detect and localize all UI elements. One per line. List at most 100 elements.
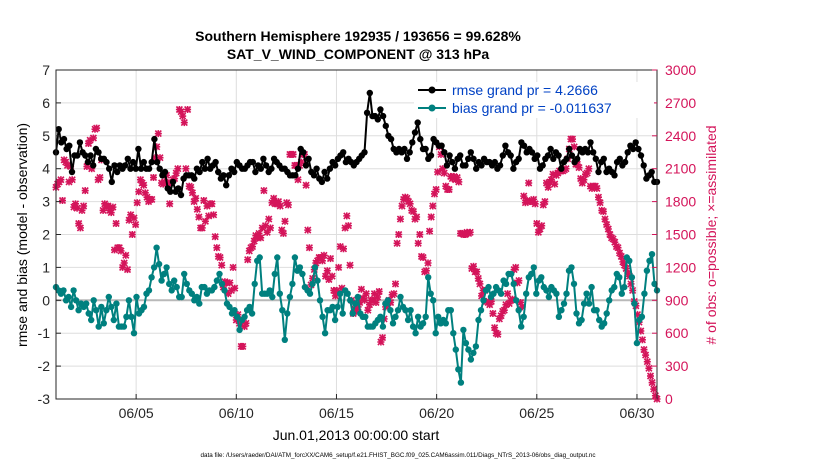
bias-point-102 (309, 280, 316, 288)
bias-point-18 (98, 303, 105, 311)
obs-marker-192 (364, 306, 372, 314)
obs-marker-228 (422, 267, 430, 275)
obs-marker-54 (140, 181, 148, 189)
rmse-point-41 (161, 168, 169, 176)
bias-point-69 (226, 303, 233, 311)
bias-point-37 (145, 287, 153, 294)
obs-marker-269 (489, 309, 497, 318)
bias-point-31 (130, 330, 138, 337)
obs-marker-7 (63, 161, 71, 169)
bias-point-152 (435, 313, 442, 320)
legend: rmse grand pr = 4.2666 bias grand pr = -… (414, 82, 654, 118)
rmse-point-206 (600, 155, 607, 162)
bias-point-32 (133, 293, 140, 301)
obs-marker-177 (339, 245, 348, 253)
obs-marker-109 (229, 263, 237, 271)
rmse-point-196 (574, 155, 581, 162)
obs-marker-307 (551, 180, 559, 188)
left-tick-label-8: 5 (42, 128, 50, 144)
rmse-point-97 (310, 172, 318, 179)
rmse-point-67 (231, 168, 238, 176)
rmse-point-57 (204, 155, 211, 162)
bias-point-205 (568, 264, 575, 271)
rmse-point-91 (294, 165, 302, 172)
rmse-point-64 (223, 182, 230, 189)
rmse-point-37 (151, 135, 158, 143)
obs-marker-363 (642, 351, 650, 359)
right-tick-label-10: 3000 (665, 62, 696, 78)
obs-marker-4 (58, 196, 67, 205)
x-tick-label-1: 06/10 (219, 405, 254, 421)
bias-line (55, 246, 658, 384)
left-tick-label-10: 7 (42, 62, 50, 78)
bias-point-149 (427, 290, 434, 297)
obs-marker-102 (218, 261, 226, 269)
obs-marker-334 (594, 193, 603, 201)
obs-marker-303 (544, 183, 552, 191)
rmse-point-204 (595, 168, 602, 176)
x-tick-label-5: 06/30 (619, 405, 654, 421)
obs-marker-223 (414, 239, 422, 247)
bias-point-103 (311, 264, 319, 271)
obs-marker-170 (328, 272, 336, 280)
rmse-point-28 (127, 165, 134, 172)
bias-point-146 (419, 320, 427, 327)
bias-point-135 (392, 313, 399, 320)
rmse-point-145 (438, 142, 445, 149)
right-tick-label-5: 1500 (665, 227, 696, 243)
obs-marker-138 (276, 202, 284, 210)
y-axis-label-right: # of obs: o=possible; ×=assimilated (703, 125, 719, 344)
bias-point-187 (523, 290, 530, 297)
bias-point-237 (648, 251, 656, 258)
obs-marker-222 (413, 213, 421, 221)
obs-marker-232 (429, 202, 437, 210)
obs-marker-318 (568, 135, 577, 143)
obs-marker-110 (231, 284, 239, 292)
bias-point-111 (331, 316, 339, 324)
obs-marker-70 (166, 200, 174, 208)
rmse-point-19 (103, 158, 110, 166)
bias-point-93 (286, 293, 294, 301)
bias-point-159 (452, 346, 459, 353)
rmse-point-139 (422, 145, 429, 153)
bias-point-174 (490, 290, 497, 297)
bias-point-97 (296, 264, 304, 271)
bias-point-218 (601, 320, 608, 327)
rmse-point-221 (640, 162, 647, 169)
bias-point-155 (442, 320, 449, 327)
bias-point-90 (279, 307, 286, 314)
bias-point-166 (470, 349, 477, 357)
rmse-point-172 (510, 165, 517, 172)
rmse-point-75 (252, 168, 259, 176)
bias-point-141 (407, 307, 414, 314)
obs-marker-132 (266, 224, 274, 232)
bias-point-86 (269, 293, 276, 301)
bias-point-130 (379, 323, 387, 330)
bias-point-94 (289, 280, 296, 288)
left-tick-label-9: 6 (42, 95, 50, 111)
obs-marker-99 (213, 244, 221, 252)
bias-point-117 (347, 297, 354, 304)
obs-marker-92 (201, 217, 209, 225)
rmse-point-212 (616, 155, 623, 162)
rmse-point-3 (60, 135, 68, 143)
bias-point-42 (158, 277, 165, 284)
obs-marker-23 (89, 134, 97, 142)
rmse-point-116 (361, 149, 368, 156)
rmse-point-220 (637, 152, 645, 159)
bias-point-140 (404, 316, 412, 324)
bias-point-44 (163, 264, 170, 271)
bias-point-234 (641, 290, 648, 297)
bias-point-132 (384, 297, 392, 304)
bias-point-189 (528, 270, 535, 278)
bias-point-164 (465, 346, 472, 353)
obs-marker-224 (416, 230, 424, 239)
bias-point-229 (628, 274, 636, 281)
obs-marker-212 (396, 215, 404, 223)
bias-point-118 (349, 310, 356, 317)
rmse-point-46 (175, 185, 182, 192)
x-tick-label-3: 06/20 (419, 405, 454, 421)
rmse-point-181 (534, 152, 541, 159)
bias-point-195 (543, 287, 550, 294)
obs-marker-25 (93, 124, 101, 132)
